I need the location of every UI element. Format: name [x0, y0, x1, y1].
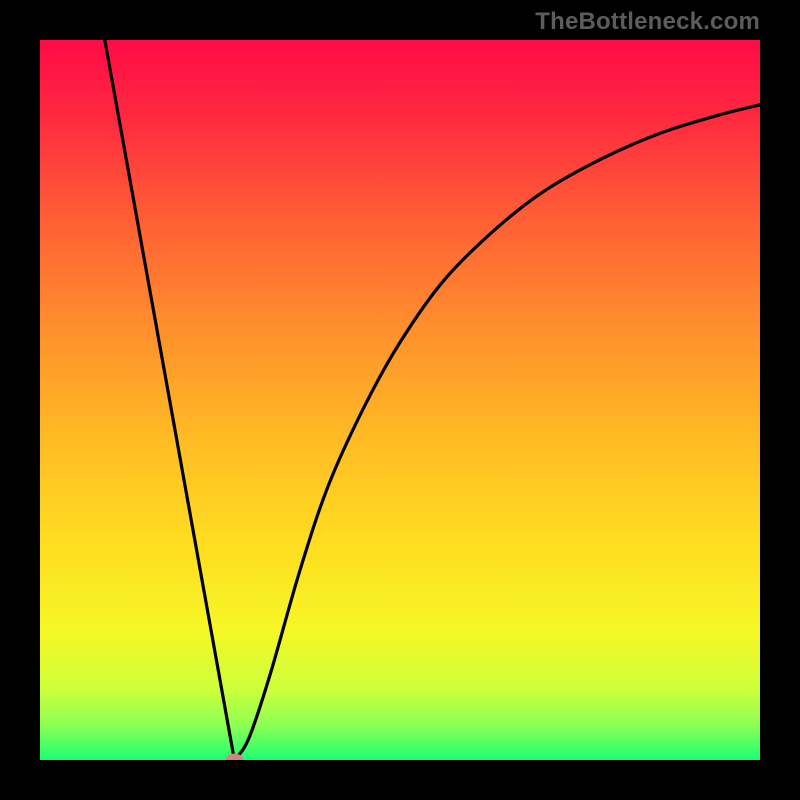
plot-svg: [40, 40, 760, 760]
gradient-background: [40, 40, 760, 760]
watermark-text: TheBottleneck.com: [535, 8, 760, 36]
chart-frame: TheBottleneck.com: [0, 0, 800, 800]
plot-area: [40, 40, 760, 760]
